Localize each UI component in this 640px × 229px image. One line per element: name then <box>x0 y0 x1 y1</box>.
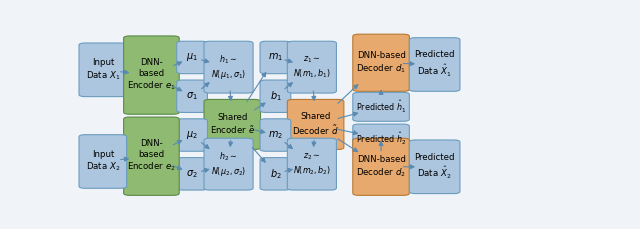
FancyBboxPatch shape <box>204 99 260 150</box>
FancyBboxPatch shape <box>410 140 460 194</box>
Text: $h_1 \sim$
$N(\mu_1,\sigma_1)$: $h_1 \sim$ $N(\mu_1,\sigma_1)$ <box>211 53 246 81</box>
Text: $h_2 \sim$
$N(\mu_2,\sigma_2)$: $h_2 \sim$ $N(\mu_2,\sigma_2)$ <box>211 150 246 178</box>
FancyBboxPatch shape <box>353 138 410 195</box>
FancyBboxPatch shape <box>353 92 410 121</box>
Text: $b_2$: $b_2$ <box>269 167 282 181</box>
Text: $z_2 \sim$
$N(m_2,b_2)$: $z_2 \sim$ $N(m_2,b_2)$ <box>293 152 331 177</box>
FancyBboxPatch shape <box>79 135 127 188</box>
FancyBboxPatch shape <box>177 158 207 190</box>
FancyBboxPatch shape <box>204 41 253 93</box>
Text: Shared
Decoder $\tilde{d}$: Shared Decoder $\tilde{d}$ <box>292 112 339 137</box>
FancyBboxPatch shape <box>287 41 337 93</box>
Text: $\sigma_2$: $\sigma_2$ <box>186 168 198 180</box>
Text: Predicted
Data $\hat{X}_2$: Predicted Data $\hat{X}_2$ <box>414 153 455 181</box>
Text: $m_1$: $m_1$ <box>268 52 283 63</box>
Text: Predicted
Data $\hat{X}_1$: Predicted Data $\hat{X}_1$ <box>414 50 455 79</box>
FancyBboxPatch shape <box>410 38 460 91</box>
FancyBboxPatch shape <box>177 119 207 151</box>
Text: $b_1$: $b_1$ <box>269 89 282 103</box>
Text: $\sigma_1$: $\sigma_1$ <box>186 90 198 102</box>
Text: $\mu_2$: $\mu_2$ <box>186 129 198 141</box>
FancyBboxPatch shape <box>353 124 410 153</box>
Text: DNN-based
Decoder $d_2$: DNN-based Decoder $d_2$ <box>356 155 406 179</box>
Text: $z_1 \sim$
$N(m_1,b_1)$: $z_1 \sim$ $N(m_1,b_1)$ <box>293 55 331 80</box>
FancyBboxPatch shape <box>260 119 291 151</box>
Text: Shared
Encoder $\tilde{e}$: Shared Encoder $\tilde{e}$ <box>210 113 255 136</box>
FancyBboxPatch shape <box>124 36 179 114</box>
Text: $\mu_1$: $\mu_1$ <box>186 52 198 63</box>
Text: Input
Data $X_1$: Input Data $X_1$ <box>86 58 120 82</box>
FancyBboxPatch shape <box>204 138 253 190</box>
FancyBboxPatch shape <box>287 138 337 190</box>
Text: DNN-
based
Encoder $e_1$: DNN- based Encoder $e_1$ <box>127 58 176 92</box>
FancyBboxPatch shape <box>260 80 291 112</box>
Text: Predicted $\hat{h}_1$: Predicted $\hat{h}_1$ <box>356 99 406 115</box>
Text: DNN-
based
Encoder $e_2$: DNN- based Encoder $e_2$ <box>127 139 176 173</box>
Text: $m_2$: $m_2$ <box>268 129 283 141</box>
FancyBboxPatch shape <box>353 34 410 91</box>
FancyBboxPatch shape <box>260 41 291 74</box>
FancyBboxPatch shape <box>287 99 344 150</box>
FancyBboxPatch shape <box>177 41 207 74</box>
Text: Input
Data $X_2$: Input Data $X_2$ <box>86 150 120 173</box>
FancyBboxPatch shape <box>124 117 179 195</box>
Text: Predicted $\hat{h}_2$: Predicted $\hat{h}_2$ <box>356 131 406 147</box>
FancyBboxPatch shape <box>260 158 291 190</box>
FancyBboxPatch shape <box>177 80 207 112</box>
FancyBboxPatch shape <box>79 43 127 97</box>
Text: DNN-based
Decoder $d_1$: DNN-based Decoder $d_1$ <box>356 51 406 75</box>
